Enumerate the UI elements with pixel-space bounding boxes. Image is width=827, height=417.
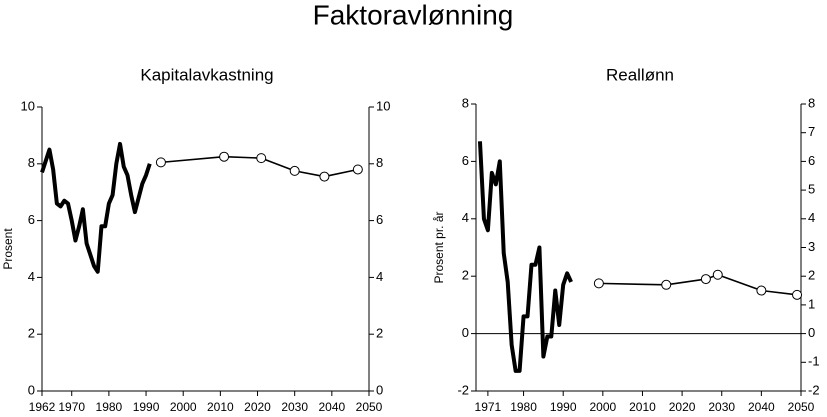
series-marker <box>593 278 604 289</box>
y-tick-label: 0 <box>462 325 469 340</box>
series-line <box>40 141 152 274</box>
series-marker <box>352 164 363 175</box>
x-tick-label: 2020 <box>244 400 271 414</box>
series-marker <box>712 269 723 280</box>
series-marker <box>700 274 711 285</box>
x-tick-label: 1990 <box>133 400 160 414</box>
y-tick-label: 8 <box>28 155 35 170</box>
series-marker <box>289 165 300 176</box>
y-tick-label: 6 <box>28 212 35 227</box>
y-tick-label: 4 <box>28 269 35 284</box>
x-tick-label: 1980 <box>510 400 537 414</box>
series-marker <box>256 153 267 164</box>
y2-tick-label: 1 <box>808 296 815 311</box>
y-tick-label: 2 <box>28 326 35 341</box>
y2-tick-label: 5 <box>808 182 815 197</box>
series-line <box>160 155 359 178</box>
x-tick-label: 2040 <box>318 400 345 414</box>
y2-tick-label: 3 <box>808 239 815 254</box>
x-tick-label: 2030 <box>708 400 735 414</box>
x-tick-label: 2020 <box>669 400 696 414</box>
y2-tick-label: 4 <box>808 210 815 225</box>
x-tick-label: 2000 <box>589 400 616 414</box>
y-tick-label: 0 <box>28 382 35 397</box>
y-tick-label: 8 <box>462 95 469 110</box>
x-tick-label: 1980 <box>96 400 123 414</box>
x-tick-label: 1971 <box>475 400 502 414</box>
x-tick-label: 2010 <box>207 400 234 414</box>
y2-tick-label: 4 <box>376 269 383 284</box>
y2-tick-label: 6 <box>808 153 815 168</box>
series-marker <box>792 289 803 300</box>
y-tick-label: -2 <box>457 382 469 397</box>
series-line <box>477 141 573 373</box>
x-tick-label: 2050 <box>356 400 383 414</box>
y2-tick-label: 10 <box>376 98 390 113</box>
series-marker <box>661 279 672 290</box>
series-line <box>598 273 798 296</box>
x-tick-label: 1962 <box>29 400 56 414</box>
x-tick-label: 1990 <box>550 400 577 414</box>
y2-tick-label: -2 <box>808 382 820 397</box>
series-marker <box>155 157 166 168</box>
chart-title: Kapitalavkastning <box>140 65 273 84</box>
x-tick-label: 2000 <box>170 400 197 414</box>
y2-tick-label: 6 <box>376 212 383 227</box>
page-title: Faktoravlønning <box>313 0 514 30</box>
x-tick-label: 2030 <box>281 400 308 414</box>
y-axis-label: Prosent pr. år <box>432 211 446 283</box>
y-tick-label: 2 <box>462 268 469 283</box>
series-marker <box>219 151 230 162</box>
x-tick-label: 2040 <box>748 400 775 414</box>
y-tick-label: 6 <box>462 153 469 168</box>
y-tick-label: 4 <box>462 210 469 225</box>
y2-tick-label: 7 <box>808 124 815 139</box>
x-tick-label: 1970 <box>58 400 85 414</box>
y-tick-label: 10 <box>21 98 35 113</box>
series-marker <box>319 171 330 182</box>
x-tick-label: 2010 <box>629 400 656 414</box>
y2-tick-label: 0 <box>808 325 815 340</box>
y2-tick-label: 2 <box>376 326 383 341</box>
series-marker <box>756 285 767 296</box>
y2-tick-label: 0 <box>376 382 383 397</box>
y2-tick-label: 8 <box>376 155 383 170</box>
chart-title: Reallønn <box>606 65 674 84</box>
y2-tick-label: 8 <box>808 95 815 110</box>
y2-tick-label: -1 <box>808 354 820 369</box>
y2-tick-label: 2 <box>808 268 815 283</box>
y-axis-label: Prosent <box>1 228 15 270</box>
x-tick-label: 2050 <box>788 400 815 414</box>
